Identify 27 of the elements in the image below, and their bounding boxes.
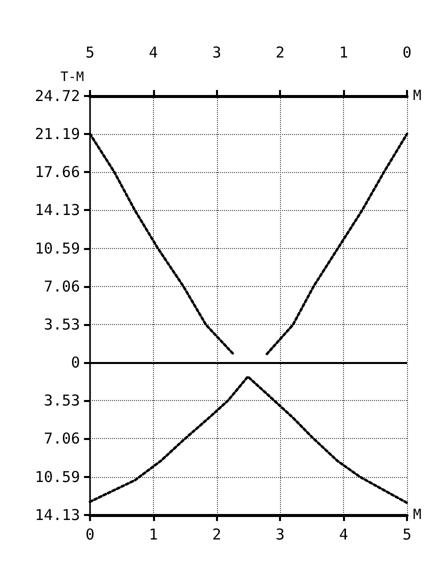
y-tick-label: 14.13	[34, 506, 80, 524]
y-tick-label: 21.19	[34, 125, 80, 144]
y-tick-label: 0	[70, 354, 80, 372]
y-tick-label: 7.06	[44, 430, 80, 448]
y-tick-label: 7.06	[44, 277, 80, 296]
y-tick-label: 14.13	[34, 201, 80, 220]
x2-axis-title: M	[413, 88, 422, 104]
x-tick-label: 4	[339, 526, 348, 544]
x-axis-title: M	[413, 507, 422, 523]
y-tick-label: 3.53	[44, 316, 80, 334]
x2-tick-label: 2	[276, 44, 285, 62]
x-tick-label: 3	[276, 526, 285, 544]
x2-tick-label: 4	[148, 44, 158, 62]
x-tick-label: 1	[148, 526, 158, 544]
x-tick-label: 5	[402, 526, 412, 544]
y-tick-label: 24.72	[34, 87, 80, 105]
x-tick-label: 0	[85, 526, 95, 544]
x2-tick-label: 3	[212, 44, 222, 62]
y-tick-label: 17.66	[34, 163, 80, 182]
x2-tick-label: 5	[85, 44, 95, 62]
y-axis-title: T-M	[60, 70, 84, 85]
y-tick-label: 3.53	[44, 392, 80, 410]
x2-tick-label: 1	[339, 44, 348, 62]
y-tick-label: 10.59	[34, 239, 80, 258]
x2-tick-label: 0	[402, 44, 412, 62]
x-tick-label: 2	[212, 526, 222, 544]
y-tick-label: 10.59	[34, 468, 80, 486]
